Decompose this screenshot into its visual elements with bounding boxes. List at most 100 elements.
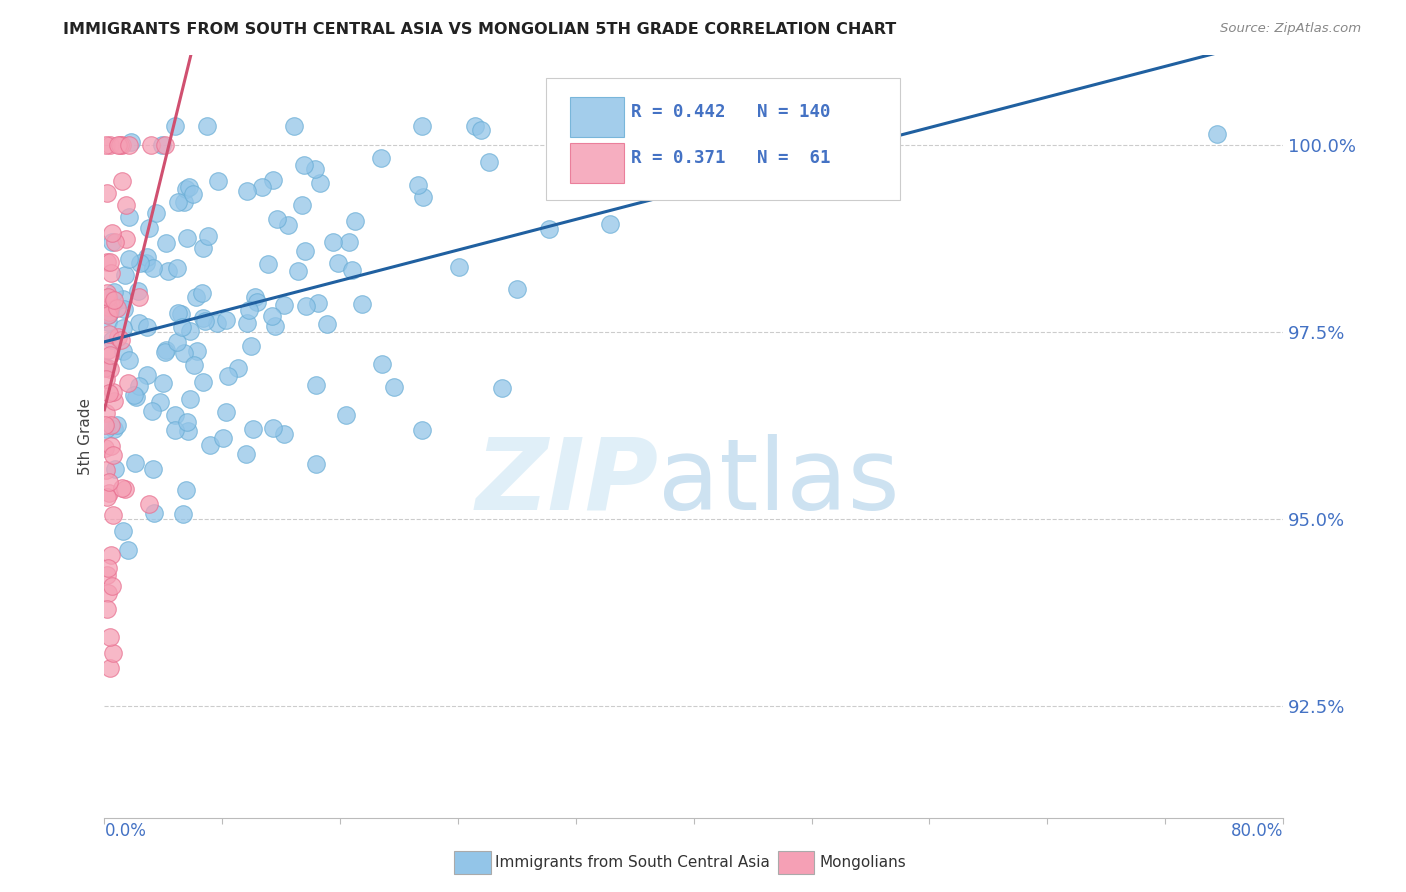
Point (236, 316, 259, 330)
Point (382, 380, 405, 394)
Point (287, 264, 309, 278)
Point (118, 352, 141, 367)
Point (191, 286, 214, 301)
Point (191, 376, 214, 390)
Point (198, 438, 221, 452)
Point (337, 235, 360, 249)
Point (252, 180, 274, 194)
Point (1205, 127, 1227, 141)
Point (112, 302, 135, 317)
Point (136, 368, 159, 383)
Point (167, 194, 190, 209)
Text: R = 0.371   N =  61: R = 0.371 N = 61 (631, 149, 831, 167)
Point (93, 418, 115, 433)
Point (96, 601, 118, 615)
Point (238, 303, 260, 318)
Text: IMMIGRANTS FROM SOUTH CENTRAL ASIA VS MONGOLIAN 5TH GRADE CORRELATION CHART: IMMIGRANTS FROM SOUTH CENTRAL ASIA VS MO… (63, 22, 897, 37)
Point (101, 333, 124, 347)
Point (218, 368, 240, 383)
Text: atlas: atlas (658, 434, 900, 531)
Point (370, 151, 392, 165)
Point (112, 321, 135, 335)
Point (294, 244, 316, 259)
Point (122, 388, 145, 402)
Point (173, 346, 195, 360)
Point (110, 333, 132, 347)
Point (411, 119, 433, 133)
Point (96, 406, 118, 420)
Point (97, 343, 120, 358)
Point (111, 481, 134, 495)
Point (94, 360, 117, 375)
Point (97, 475, 120, 489)
Point (111, 174, 134, 188)
Point (166, 334, 188, 349)
Point (94, 422, 117, 436)
Point (191, 241, 214, 255)
Point (96, 186, 118, 201)
Point (103, 285, 125, 299)
Point (128, 316, 150, 330)
Point (100, 235, 122, 250)
Point (273, 298, 295, 312)
Point (98, 254, 121, 268)
Point (118, 210, 141, 224)
Point (197, 228, 219, 243)
Point (125, 390, 148, 404)
Point (277, 218, 299, 232)
Point (470, 123, 492, 137)
Point (240, 339, 263, 353)
Point (340, 263, 363, 277)
Point (155, 137, 177, 152)
Point (104, 235, 127, 249)
Point (173, 194, 195, 209)
Point (103, 422, 125, 436)
Text: ZIP: ZIP (475, 434, 658, 531)
Point (107, 138, 129, 153)
Point (103, 393, 125, 408)
Point (304, 161, 326, 176)
Point (163, 409, 186, 423)
Point (96, 285, 118, 300)
Point (124, 456, 146, 470)
Point (291, 198, 314, 212)
Point (97, 386, 120, 401)
Point (128, 379, 150, 393)
Point (98, 137, 121, 152)
Point (111, 344, 134, 359)
Point (97, 560, 120, 574)
Point (195, 119, 218, 133)
Point (103, 384, 125, 399)
Point (478, 154, 501, 169)
Point (464, 119, 486, 133)
Point (292, 158, 315, 172)
Point (322, 235, 344, 249)
Point (246, 295, 269, 310)
Point (135, 320, 157, 334)
Point (120, 135, 142, 149)
Point (352, 296, 374, 310)
Point (491, 381, 513, 395)
Point (118, 252, 141, 267)
Point (156, 263, 179, 277)
Point (174, 182, 197, 196)
Point (215, 405, 238, 419)
Point (177, 424, 200, 438)
Point (155, 236, 177, 251)
Point (96, 490, 118, 504)
Point (295, 299, 318, 313)
Point (411, 423, 433, 437)
Point (226, 360, 249, 375)
Point (111, 137, 134, 152)
Point (263, 319, 285, 334)
Point (174, 483, 197, 497)
Point (111, 524, 134, 538)
Point (103, 293, 125, 307)
FancyBboxPatch shape (569, 97, 624, 136)
Point (100, 439, 122, 453)
Point (242, 422, 264, 436)
Point (537, 222, 560, 236)
Point (117, 542, 139, 557)
Point (309, 177, 332, 191)
Point (117, 376, 139, 390)
